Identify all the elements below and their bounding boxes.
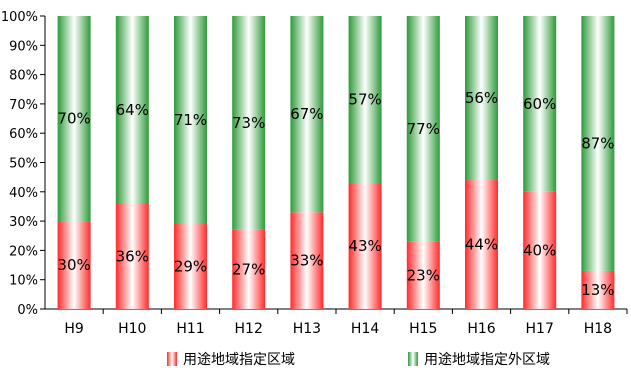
x-tick-label: H10	[118, 321, 146, 337]
bar-segment-designated-H15	[406, 241, 440, 309]
y-tick-label: 0%	[17, 303, 38, 318]
legend-label-outside: 用途地域指定外区域	[424, 351, 550, 368]
bar-segment-outside-H18	[581, 16, 615, 271]
bar-segment-designated-H12	[232, 229, 266, 309]
x-tick-label: H15	[409, 321, 437, 337]
bar-segment-outside-H12	[232, 16, 266, 230]
bar-segment-designated-H9	[57, 221, 91, 309]
bar-segment-designated-H18	[581, 270, 615, 309]
x-tick-label: H12	[235, 321, 263, 337]
bar-segment-outside-H17	[523, 16, 557, 192]
y-tick-label: 50%	[9, 157, 38, 172]
x-tick-label: H17	[526, 321, 554, 337]
axes: 0% 10% 20% 30% 40% 50% 60% 70% 80% 90% 100% H9 H10 H1…	[1, 10, 628, 337]
y-tick-label: 90%	[9, 39, 38, 54]
data-label: 44%	[465, 236, 498, 254]
bar-segment-outside-H15	[406, 16, 440, 242]
data-label: 56%	[465, 89, 498, 107]
y-tick-label: 20%	[9, 244, 38, 259]
y-tick-label: 60%	[9, 127, 38, 142]
data-label: 23%	[407, 266, 440, 284]
x-tick-label: H18	[584, 321, 612, 337]
data-label: 40%	[523, 241, 556, 259]
y-tick-label: 30%	[9, 215, 38, 230]
data-label: 57%	[348, 91, 381, 109]
legend-swatch-outside	[408, 352, 418, 366]
x-tick-label: H11	[176, 321, 204, 337]
data-label: 67%	[290, 105, 323, 123]
x-tick-label: H16	[467, 321, 495, 337]
y-tick-label: 80%	[9, 69, 38, 84]
legend-swatch-designated	[167, 352, 177, 366]
bar-segment-outside-H13	[290, 16, 324, 213]
y-tick-label: 70%	[9, 98, 38, 113]
y-tick-label: 100%	[1, 10, 38, 25]
data-label: 60%	[523, 95, 556, 113]
bar-segment-outside-H9	[57, 16, 91, 222]
data-label: 70%	[57, 110, 90, 128]
legend-label-designated: 用途地域指定区域	[183, 351, 295, 368]
x-tick-label: H14	[351, 321, 379, 337]
data-label: 33%	[290, 252, 323, 270]
y-tick-label: 40%	[9, 186, 38, 201]
bar-segment-designated-H13	[290, 212, 324, 309]
data-label: 13%	[581, 281, 614, 299]
data-label: 36%	[116, 247, 149, 265]
data-label: 64%	[116, 101, 149, 119]
bar-segment-outside-H16	[465, 16, 498, 181]
bar-segment-outside-H11	[174, 16, 207, 225]
data-label: 77%	[407, 120, 440, 138]
x-tick-label: H13	[293, 321, 321, 337]
data-label: 87%	[581, 134, 614, 152]
bar-segment-designated-H10	[115, 203, 149, 309]
data-label: 30%	[57, 256, 90, 274]
bar-segment-designated-H16	[465, 180, 498, 309]
data-label: 29%	[174, 258, 207, 276]
data-label: 73%	[232, 114, 265, 132]
bar-segment-designated-H14	[348, 183, 382, 309]
x-tick-label: H9	[64, 321, 83, 337]
bar-segment-outside-H14	[348, 16, 382, 184]
legend: 用途地域指定区域 用途地域指定外区域	[167, 351, 550, 368]
data-label: 71%	[174, 111, 207, 129]
bar-segment-outside-H10	[115, 16, 149, 204]
bar-segment-designated-H11	[174, 224, 207, 309]
bar-segment-designated-H17	[523, 191, 557, 309]
data-label: 27%	[232, 260, 265, 278]
data-label: 43%	[348, 237, 381, 255]
bars	[57, 16, 615, 309]
y-tick-label: 10%	[9, 274, 38, 289]
data-labels: 30% 70% 36% 64% 29% 71% 27% 73% 33% 67% 43% 57% 23% 7…	[57, 89, 614, 299]
